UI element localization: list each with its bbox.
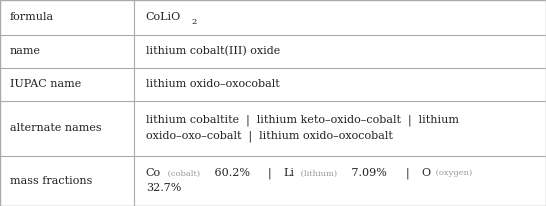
Text: oxido–oxo–cobalt  |  lithium oxido–oxocobalt: oxido–oxo–cobalt | lithium oxido–oxocoba… <box>146 131 393 142</box>
Text: (oxygen): (oxygen) <box>433 169 472 177</box>
Text: 32.7%: 32.7% <box>146 183 181 193</box>
Text: alternate names: alternate names <box>10 123 102 133</box>
Text: 60.2%: 60.2% <box>211 168 250 178</box>
Text: Li: Li <box>284 168 295 178</box>
Text: lithium oxido–oxocobalt: lithium oxido–oxocobalt <box>146 79 280 89</box>
Text: lithium cobaltite  |  lithium keto–oxido–cobalt  |  lithium: lithium cobaltite | lithium keto–oxido–c… <box>146 114 459 126</box>
Text: lithium cobalt(III) oxide: lithium cobalt(III) oxide <box>146 46 280 56</box>
Text: mass fractions: mass fractions <box>10 176 92 186</box>
Text: 7.09%: 7.09% <box>348 168 387 178</box>
Text: CoLiO: CoLiO <box>146 12 181 22</box>
Text: name: name <box>10 46 41 56</box>
Text: |: | <box>399 167 416 179</box>
Text: formula: formula <box>10 12 54 22</box>
Text: O: O <box>422 168 430 178</box>
Text: (lithium): (lithium) <box>298 169 337 177</box>
Text: IUPAC name: IUPAC name <box>10 79 81 89</box>
Text: |: | <box>261 167 278 179</box>
Text: 2: 2 <box>192 18 197 26</box>
Text: Co: Co <box>146 168 161 178</box>
Text: (cobalt): (cobalt) <box>165 169 200 177</box>
